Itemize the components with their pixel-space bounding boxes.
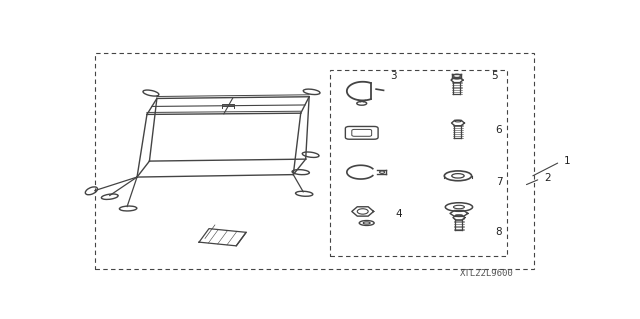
Bar (95, 53, 534, 269)
Text: 4: 4 (395, 209, 401, 219)
Text: 5: 5 (491, 71, 497, 81)
Text: 3: 3 (390, 71, 397, 81)
Text: 7: 7 (495, 177, 502, 187)
FancyBboxPatch shape (346, 126, 378, 139)
Text: 6: 6 (495, 125, 502, 135)
Text: 8: 8 (495, 227, 502, 237)
Text: 1: 1 (564, 156, 570, 166)
FancyBboxPatch shape (352, 130, 372, 136)
Text: XTL22L9600: XTL22L9600 (460, 269, 513, 278)
Bar (330, 70, 507, 256)
Text: 2: 2 (544, 173, 550, 183)
